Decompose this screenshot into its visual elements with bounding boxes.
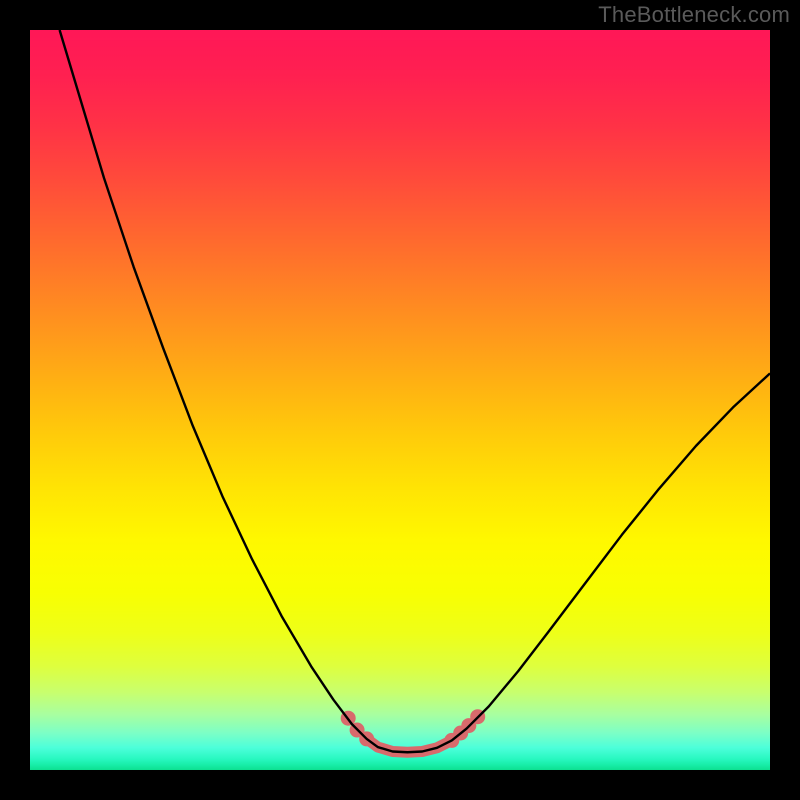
watermark-label: TheBottleneck.com [598,2,790,28]
chart-container: TheBottleneck.com [0,0,800,800]
plot-background [30,30,770,770]
chart-svg [0,0,800,800]
